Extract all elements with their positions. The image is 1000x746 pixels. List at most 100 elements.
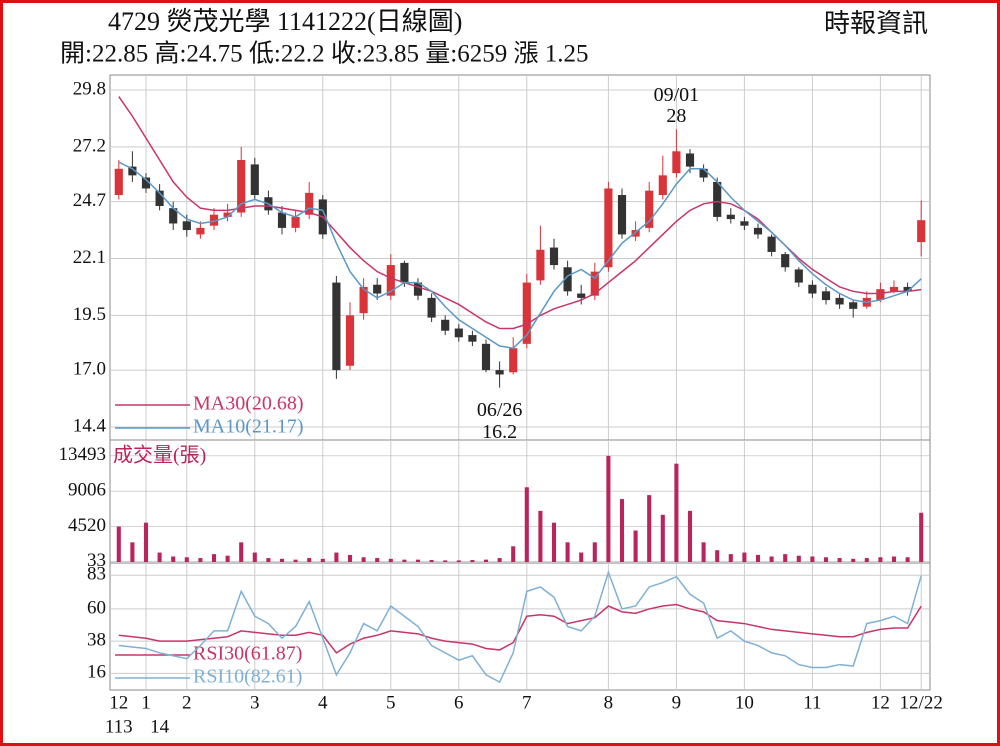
candle-body [155,190,164,206]
x-tick-label: 5 [386,692,396,713]
candle-body [373,284,382,294]
candle-body [536,249,545,281]
candle-body [332,282,341,371]
bar [538,510,543,562]
bar [429,560,434,562]
bar [375,558,380,562]
x-tick-label: 3 [250,692,260,713]
annotation-value: 28 [666,105,686,127]
candle-body [277,212,287,228]
bar [551,522,557,562]
candle-body [876,289,885,301]
y-tick-label: 60 [87,597,106,618]
candle-body [849,302,858,309]
bar [415,559,421,562]
bar [891,556,897,562]
bar [796,555,801,562]
source: 時報資訊 [824,9,928,38]
bar [905,557,910,562]
candle-body [468,335,477,342]
candle-body [821,291,831,301]
candle-body [400,262,409,283]
bar [524,487,529,562]
candle-body [713,181,722,217]
candle-body [454,328,463,338]
candle-body [441,319,450,331]
bar [266,558,271,562]
candle-body [522,282,531,344]
candle-body [631,230,640,237]
bar [511,546,516,562]
candle-body [305,192,314,215]
legend-label: MA10(21.17) [193,416,304,438]
candle-body [250,164,259,196]
candle-body [903,286,912,292]
x-tick-label: 6 [454,692,464,713]
bar [633,530,638,562]
candle-body [169,208,178,224]
bar [198,558,203,562]
bar [579,552,584,562]
bar [116,526,121,562]
candle-body [753,227,763,235]
candle-body [563,267,572,292]
bar [225,555,230,562]
bar [443,560,448,562]
line [118,569,922,684]
bar [660,514,665,562]
candle-body [590,271,599,296]
bar [334,552,339,562]
y-tick-label: 17.0 [73,358,106,379]
candle-body [604,188,613,268]
panel [109,562,931,691]
x-tick-label: 12/22 [900,692,943,713]
bar [483,559,489,562]
x-tick-label: 12 [871,692,890,713]
bar [388,558,393,562]
candle-body [509,348,518,373]
candle-body [726,214,735,220]
summary: 開:22.85 高:24.75 低:22.2 收:23.85 量:6259 漲 … [60,40,588,68]
bar [837,558,842,562]
bar [361,557,366,562]
y-tick-label: 22.1 [73,247,106,268]
candle-body [658,175,667,196]
bar [919,512,924,562]
candle-body [889,286,899,292]
x-tick-label: 4 [318,692,328,713]
bar [157,552,162,562]
candle-body [481,343,491,371]
panel [109,74,931,441]
bar [239,542,244,562]
panel-label: 成交量(張) [113,444,206,467]
candle-body [699,168,708,178]
candle-body [128,166,137,176]
bar [715,550,720,562]
legend-label: RSI30(61.87) [193,643,302,665]
x-tick-label-row2: 14 [150,716,170,737]
y-tick-label: 13493 [59,444,107,465]
x-tick-label: 9 [672,692,682,713]
y-tick-label: 29.8 [73,78,106,99]
y-tick-label: 16 [87,662,106,683]
x-tick-label: 12 [109,692,128,713]
y-tick-label: 38 [87,630,106,651]
candle-body [196,227,205,235]
bar [742,552,747,562]
bar [878,557,883,562]
x-tick-label: 7 [522,692,532,713]
y-tick-label: 27.2 [73,135,106,156]
candle-body [808,284,817,294]
legend-label: RSI10(82.61) [193,666,302,688]
bar [619,499,625,562]
bar [456,560,461,562]
title: 4729 熒茂光學 1141222(日線圖) [108,7,462,36]
candle-body [781,254,790,268]
candle-body [794,269,803,283]
x-tick-label-row2: 113 [105,716,133,737]
candle-body [386,265,395,296]
candle-body [223,212,232,217]
bar [307,558,312,562]
bar [687,510,693,562]
legend-label: MA30(20.68) [193,393,304,415]
